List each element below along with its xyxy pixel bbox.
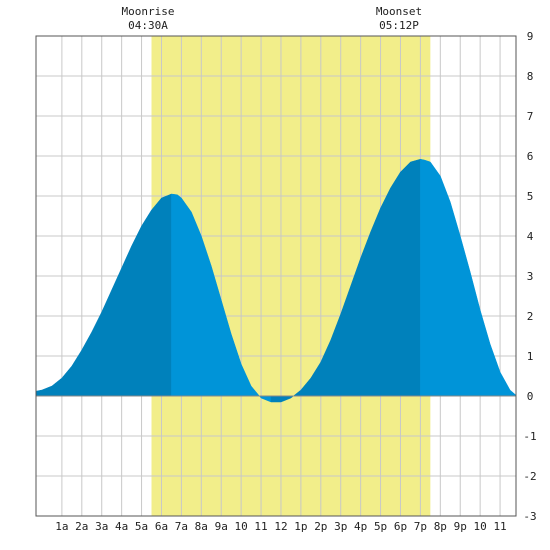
x-tick-label: 4a (115, 520, 128, 533)
y-tick-label: -1 (523, 430, 536, 443)
x-tick-label: 2p (314, 520, 327, 533)
y-tick-label: 7 (527, 110, 534, 123)
y-tick-label: 4 (527, 230, 534, 243)
x-tick-label: 6a (155, 520, 168, 533)
x-tick-label: 5p (374, 520, 387, 533)
x-tick-label: 2a (75, 520, 88, 533)
moonrise-label: Moonrise (122, 5, 175, 18)
moonset-time: 05:12P (379, 19, 419, 32)
x-tick-label: 8p (434, 520, 447, 533)
moonset-label: Moonset (376, 5, 422, 18)
y-tick-label: 1 (527, 350, 534, 363)
y-tick-label: 6 (527, 150, 534, 163)
x-tick-label: 11 (254, 520, 267, 533)
x-tick-label: 7p (414, 520, 427, 533)
x-tick-label: 11 (493, 520, 506, 533)
x-tick-label: 3p (334, 520, 347, 533)
x-tick-label: 8a (195, 520, 208, 533)
tide-area-falling (420, 158, 517, 397)
x-tick-label: 9p (454, 520, 467, 533)
x-tick-label: 9a (215, 520, 228, 533)
x-tick-label: 6p (394, 520, 407, 533)
tide-area-rising (270, 158, 421, 403)
y-tick-label: 9 (527, 30, 534, 43)
x-tick-label: 7a (175, 520, 188, 533)
x-tick-label: 1a (55, 520, 68, 533)
y-tick-label: 5 (527, 190, 534, 203)
y-tick-label: 3 (527, 270, 534, 283)
plot-border (35, 35, 517, 517)
y-tick-label: -3 (523, 510, 536, 523)
y-tick-label: -2 (523, 470, 536, 483)
x-tick-label: 4p (354, 520, 367, 533)
x-tick-label: 5a (135, 520, 148, 533)
moonrise-time: 04:30A (128, 19, 168, 32)
x-tick-label: 12 (274, 520, 287, 533)
y-tick-label: 0 (527, 390, 534, 403)
x-tick-label: 10 (235, 520, 248, 533)
y-tick-label: 8 (527, 70, 534, 83)
tide-area-falling (171, 193, 272, 403)
y-tick-label: 2 (527, 310, 534, 323)
tide-area-rising (35, 193, 172, 397)
x-tick-label: 3a (95, 520, 108, 533)
x-tick-label: 1p (294, 520, 307, 533)
x-tick-label: 10 (474, 520, 487, 533)
